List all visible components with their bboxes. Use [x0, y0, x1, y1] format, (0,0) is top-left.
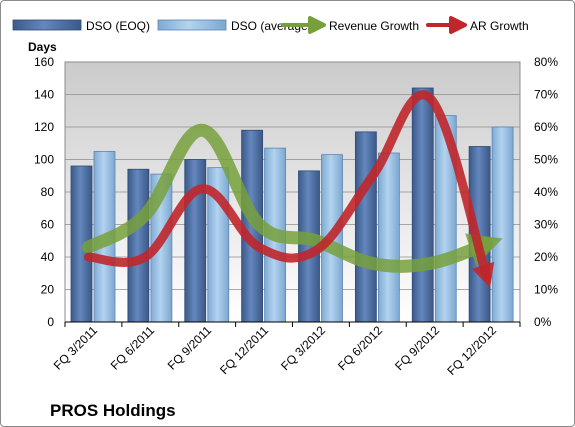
line-ar-growth — [83, 90, 495, 288]
chart-title: PROS Holdings — [50, 401, 176, 420]
legend-arrow-red-icon — [426, 16, 467, 34]
legend-label: DSO (average) — [231, 19, 312, 33]
x-tick-label: FQ 9/2011 — [165, 323, 215, 373]
y2-tick-label: 30% — [534, 218, 558, 232]
y2-tick-label: 70% — [534, 88, 558, 102]
legend-label: DSO (EOQ) — [86, 19, 150, 33]
legend-swatch-dark — [12, 19, 82, 31]
legend-item-dso-eoq: DSO (EOQ) — [12, 19, 150, 33]
legend-label: Revenue Growth — [329, 19, 419, 33]
legend-swatch-light — [157, 19, 227, 31]
y-tick-label: 120 — [34, 120, 54, 134]
x-axis: FQ 3/2011 FQ 6/2011 FQ 9/2011 FQ 12/2011… — [51, 323, 500, 378]
y2-tick-label: 10% — [534, 283, 558, 297]
line-revenue-growth — [81, 123, 503, 273]
bar-dso-eoq — [127, 168, 150, 323]
y-tick-label: 100 — [34, 153, 54, 167]
legend-arrow-green-icon — [281, 16, 326, 34]
y2-tick-label: 20% — [534, 250, 558, 264]
bar-dso-eoq — [354, 131, 377, 323]
legend-item-ar-growth: AR Growth — [426, 16, 529, 34]
y-axis-left: 0 20 40 60 80 100 120 140 160 — [34, 55, 54, 329]
x-tick-label: FQ 12/2011 — [217, 323, 271, 377]
x-tick-label: FQ 6/2011 — [108, 323, 158, 373]
y2-tick-label: 50% — [534, 153, 558, 167]
y2-tick-label: 80% — [534, 55, 558, 69]
y-tick-label: 140 — [34, 88, 54, 102]
y-tick-label: 60 — [41, 218, 55, 232]
bar-dso-eoq — [184, 159, 207, 323]
bar-dso-average — [491, 126, 514, 323]
bar-dso-average — [377, 152, 400, 323]
y2-tick-label: 40% — [534, 185, 558, 199]
x-tick-label: FQ 9/2012 — [392, 323, 442, 373]
y-tick-label: 20 — [41, 283, 55, 297]
legend-label: AR Growth — [470, 19, 529, 33]
y2-tick-label: 0% — [534, 315, 552, 329]
legend: DSO (EOQ) DSO (average) Revenue Growth A… — [12, 16, 529, 34]
lines-group — [81, 90, 503, 288]
x-tick-label: FQ 3/2012 — [278, 323, 328, 373]
y-tick-label: 0 — [47, 315, 54, 329]
y-axis-right: 0% 10% 20% 30% 40% 50% 60% 70% 80% — [534, 55, 558, 329]
y-tick-label: 40 — [41, 250, 55, 264]
x-tick-marks — [64, 322, 521, 327]
legend-item-dso-average: DSO (average) — [157, 19, 312, 33]
x-tick-label: FQ 12/2012 — [444, 323, 499, 378]
y-axis-title: Days — [28, 40, 57, 54]
x-tick-label: FQ 6/2012 — [335, 323, 385, 373]
legend-item-revenue-growth: Revenue Growth — [281, 16, 419, 34]
x-tick-label: FQ 3/2011 — [51, 323, 101, 373]
y-tick-label: 160 — [34, 55, 54, 69]
y2-tick-label: 60% — [534, 120, 558, 134]
bar-dso-eoq — [411, 87, 434, 323]
y-tick-label: 80 — [41, 185, 55, 199]
